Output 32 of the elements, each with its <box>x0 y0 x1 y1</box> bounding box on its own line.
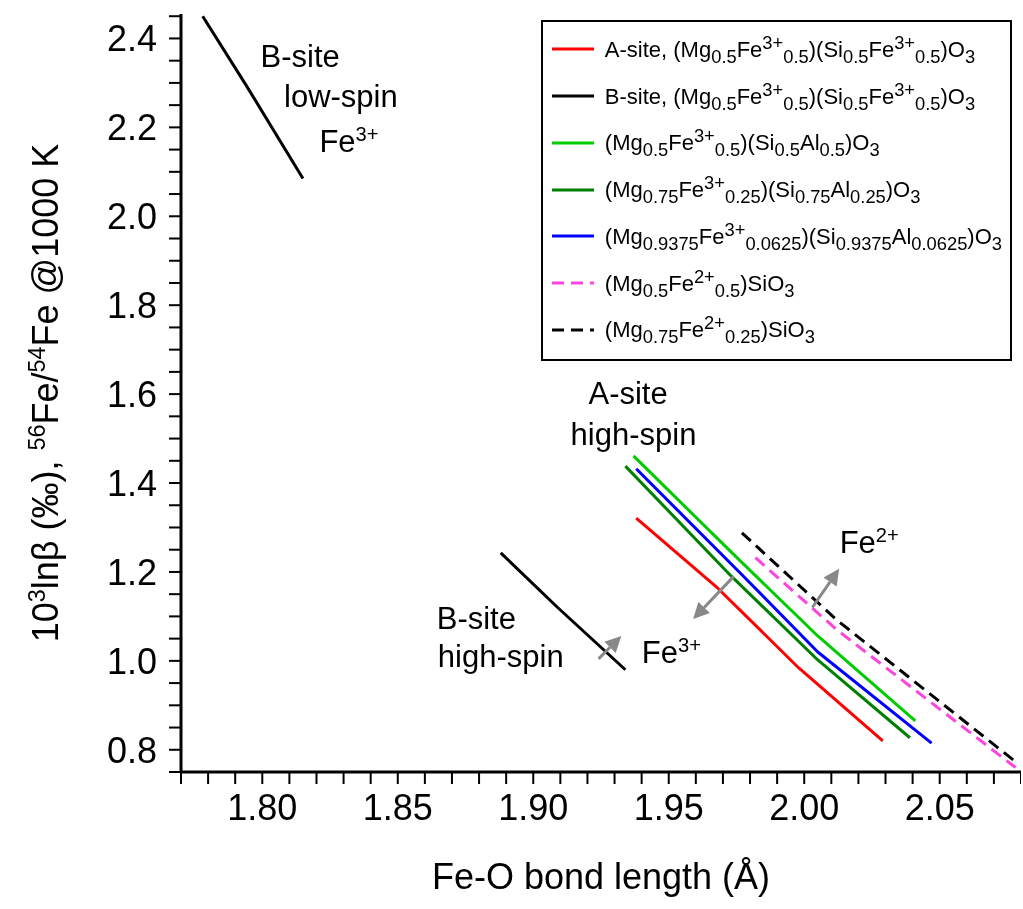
y-tick-label: 0.8 <box>106 729 157 771</box>
annotation: Fe$^{2+}$ <box>839 524 899 561</box>
x-axis-title: Fe-O bond length (Å) <box>431 856 771 897</box>
y-tick-label: 2.0 <box>106 196 157 238</box>
annotation: Fe$^{3+}$ <box>641 633 702 670</box>
annotation: low-spin <box>284 79 398 115</box>
y-tick-label: 2.2 <box>106 107 157 149</box>
y-tick-label: 2.4 <box>106 18 157 60</box>
annotation: A-site <box>588 376 668 412</box>
annotation: B-site <box>260 39 340 75</box>
legend-label: (Mg$_{0.5}$Fe$^{2+}$$_{0.5}$)SiO$_{3}$ <box>604 264 795 303</box>
x-tick-label: 1.80 <box>227 786 298 828</box>
x-tick-label: 1.90 <box>498 786 569 828</box>
x-tick-label: 1.85 <box>362 786 433 828</box>
y-tick-label: 1.0 <box>106 640 157 682</box>
annotation: Fe$^{3+}$ <box>319 122 379 159</box>
annotation: high-spin <box>437 638 564 674</box>
text: (Mg$_{0.75}$Fe$^{3+}$$_{0.25}$)(Si$_{0.75}$Al$_{0.25}$)O$_{3}$ <box>604 172 921 207</box>
text: A-site, (Mg$_{0.5}$Fe$^{3+}$$_{0.5}$)(Si$_{0.5}$Fe$^{3+}$$_{0.5}$)O$_{3}$ <box>604 32 976 67</box>
text: (Mg$_{0.9375}$Fe$^{3+}$$_{0.0625}$)(Si$_{0.9375}$Al$_{0.0625}$)O$_{3}$ <box>604 218 1002 254</box>
text: (Mg$_{0.5}$Fe$^{3+}$$_{0.5}$)(Si$_{0.5}$Al$_{0.5}$)O$_{3}$ <box>604 125 880 161</box>
x-tick-label: 2.05 <box>904 786 975 828</box>
annotation: B-site <box>436 600 516 636</box>
y-tick-label: 1.4 <box>106 462 157 504</box>
annotation: high-spin <box>570 417 697 453</box>
y-tick-label: 1.6 <box>106 373 157 415</box>
x-tick-label: 2.00 <box>769 786 840 828</box>
legend-label: (Mg$_{0.75}$Fe$^{2+}$$_{0.25}$)SiO$_{3}$ <box>604 311 815 350</box>
y-tick-label: 1.2 <box>106 551 157 593</box>
text: B-site, (Mg$_{0.5}$Fe$^{3+}$$_{0.5}$)(Si$_{0.5}$Fe$^{3+}$$_{0.5}$)O$_{3}$ <box>604 78 976 114</box>
x-tick-label: 1.95 <box>633 786 704 828</box>
y-tick-label: 1.8 <box>106 284 157 326</box>
